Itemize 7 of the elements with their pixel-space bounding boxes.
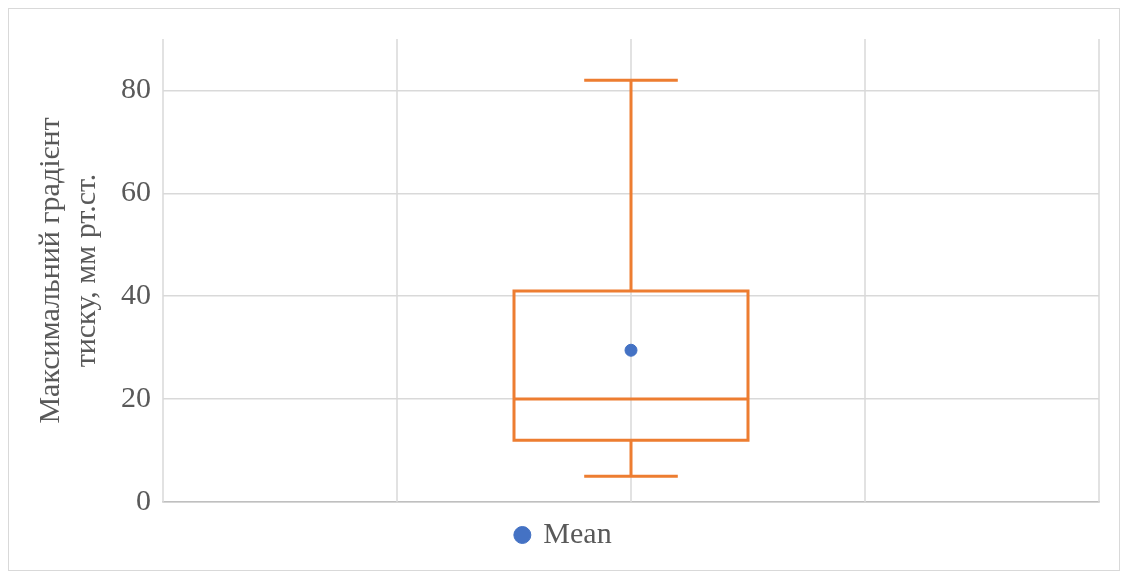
y-tick-label: 80 bbox=[121, 71, 151, 105]
y-tick-label: 60 bbox=[121, 174, 151, 208]
y-axis-title: Максимальний градієнт тиску, мм рт.ст. bbox=[31, 117, 101, 424]
y-tick-label: 20 bbox=[121, 379, 151, 413]
legend-label: Mean bbox=[543, 515, 612, 549]
y-tick-label: 0 bbox=[136, 482, 151, 516]
y-tick-label: 40 bbox=[121, 277, 151, 311]
